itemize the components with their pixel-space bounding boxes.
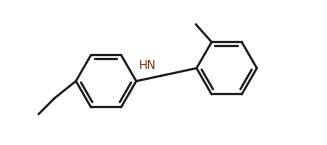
Text: HN: HN — [139, 59, 156, 72]
